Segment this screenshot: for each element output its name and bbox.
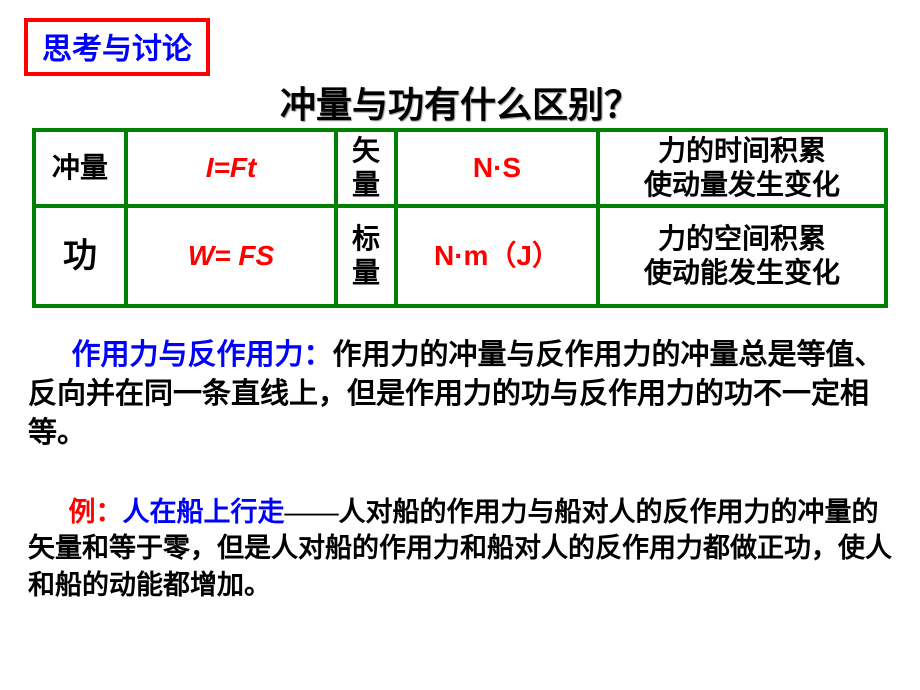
- desc-line: 力的时间积累: [600, 134, 884, 168]
- table-row: 冲量 I=Ft 矢量 N·S 力的时间积累 使动量发生变化: [34, 130, 886, 206]
- cell-unit-work: N·m（J）: [396, 206, 598, 306]
- type-text: 矢量: [352, 134, 380, 201]
- para1-lead: 作用力与反作用力：: [72, 339, 333, 371]
- cell-formula-impulse: I=Ft: [126, 130, 336, 206]
- table-row: 功 W= FS 标量 N·m（J） 力的空间积累 使动能发生变化: [34, 206, 886, 306]
- paragraph-forces: 作用力与反作用力：作用力的冲量与反作用力的冲量总是等值、反向并在同一条直线上，但…: [28, 336, 894, 453]
- desc-line: 使动量发生变化: [600, 168, 884, 202]
- para2-lead-blue: 人在船上行走: [123, 497, 285, 527]
- discussion-box: 思考与讨论: [24, 18, 210, 76]
- para2-lead-red: 例：: [69, 497, 123, 527]
- cell-type-scalar: 标量: [336, 206, 396, 306]
- comparison-table: 冲量 I=Ft 矢量 N·S 力的时间积累 使动量发生变化 功 W= FS 标量…: [32, 128, 888, 308]
- cell-unit-impulse: N·S: [396, 130, 598, 206]
- cell-desc-impulse: 力的时间积累 使动量发生变化: [598, 130, 886, 206]
- cell-type-vector: 矢量: [336, 130, 396, 206]
- desc-line: 使动能发生变化: [600, 256, 884, 290]
- cell-name-work: 功: [34, 206, 126, 306]
- type-text: 标量: [352, 222, 380, 289]
- desc-line: 力的空间积累: [600, 222, 884, 256]
- main-title: 冲量与功有什么区别？: [0, 76, 920, 128]
- cell-formula-work: W= FS: [126, 206, 336, 306]
- cell-name-impulse: 冲量: [34, 130, 126, 206]
- paragraph-example: 例：人在船上行走——人对船的作用力与船对人的反作用力的冲量的矢量和等于零，但是人…: [28, 494, 894, 603]
- cell-desc-work: 力的空间积累 使动能发生变化: [598, 206, 886, 306]
- para2-dash: ——: [285, 497, 339, 527]
- discussion-label: 思考与讨论: [42, 33, 192, 66]
